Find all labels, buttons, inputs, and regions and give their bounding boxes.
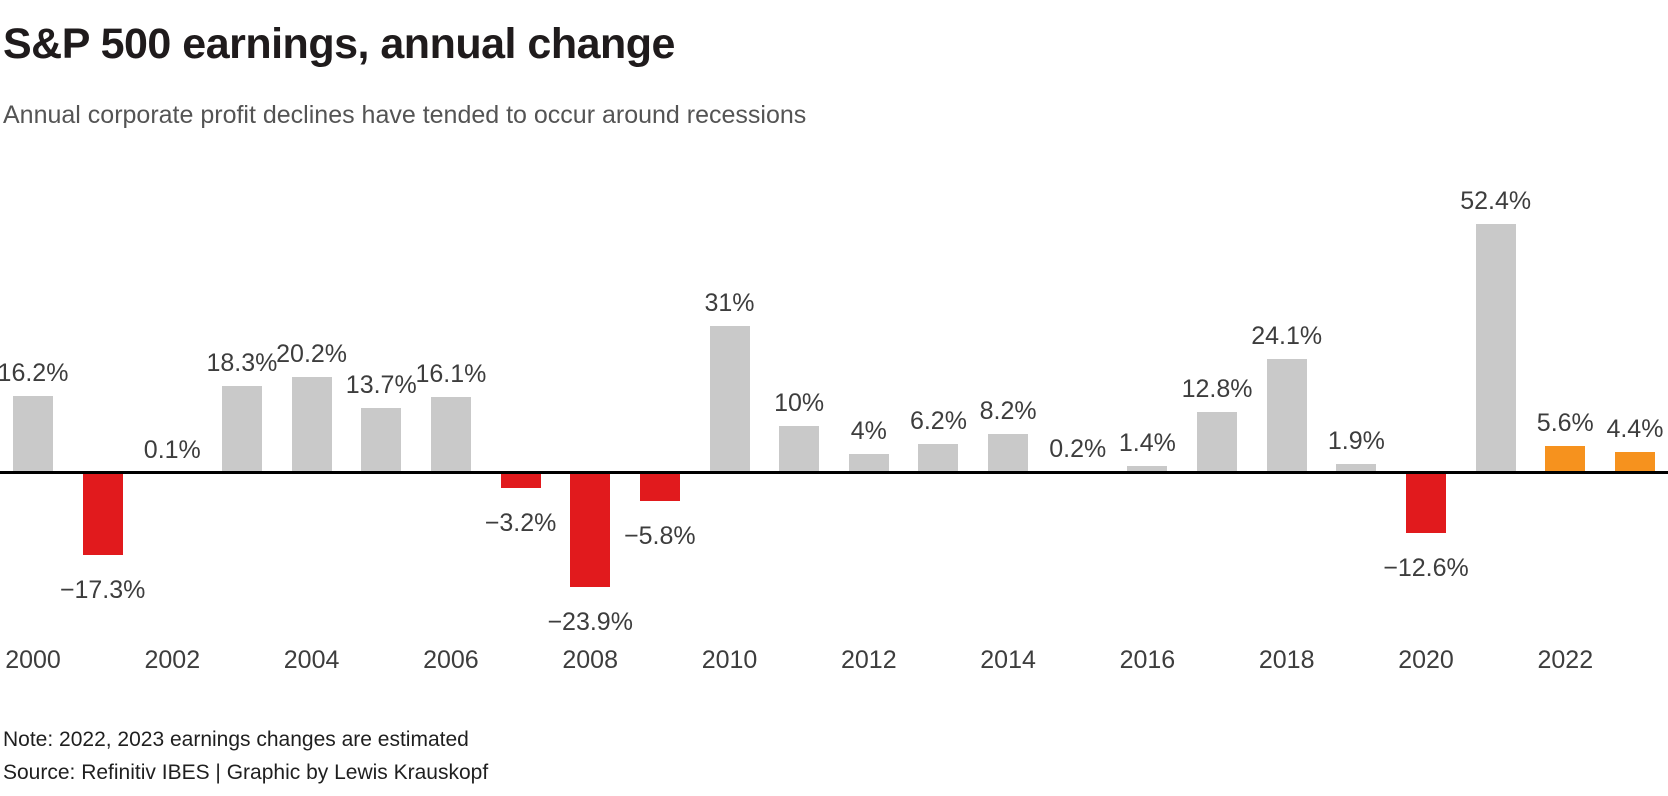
bar-2012 [848,454,889,473]
bar-2013 [918,443,959,473]
value-label-2008: −23.9% [547,607,633,636]
value-label-2012: 4% [850,417,887,445]
bar-2009 [639,473,680,501]
value-label-2006: 16.1% [415,359,487,388]
value-label-2013: 6.2% [909,406,967,435]
x-tick-2006: 2006 [423,646,479,674]
x-tick-2010: 2010 [701,646,758,674]
bar-2006 [430,396,471,473]
x-tick-2020: 2020 [1398,646,1454,674]
value-label-2022: 5.6% [1536,409,1594,438]
bar-2008 [570,473,611,587]
bar-2019 [1336,463,1377,473]
x-tick-2018: 2018 [1258,646,1315,674]
value-label-2009: −5.8% [624,521,696,550]
value-label-2001: −17.3% [59,576,146,605]
bar-2020 [1406,473,1446,533]
value-label-2015: 0.2% [1049,435,1107,464]
x-tick-2016: 2016 [1119,646,1176,674]
bar-2022 [1545,446,1586,473]
bar-2016 [1127,466,1168,473]
value-label-2010: 31% [704,288,755,317]
zero-axis-line [0,471,1668,474]
value-label-2019: 1.9% [1327,426,1385,455]
value-label-2005: 13.7% [345,370,417,399]
bar-2017 [1197,412,1238,473]
bar-2000 [13,396,53,473]
bar-2007 [500,473,541,489]
x-tick-2002: 2002 [144,646,201,674]
bar-2023 [1614,452,1655,473]
bar-2003 [221,386,262,473]
bar-2005 [361,407,402,473]
value-label-2021: 52.4% [1460,187,1532,216]
value-label-2002: 0.1% [143,435,201,464]
value-label-2014: 8.2% [979,397,1037,426]
bar-2004 [291,377,332,473]
value-label-2011: 10% [774,388,825,417]
bar-2021 [1475,224,1516,473]
x-tick-2000: 2000 [5,646,61,674]
x-tick-2008: 2008 [562,646,618,674]
note-text: Note: 2022, 2023 earnings changes are es… [3,728,469,751]
value-label-2018: 24.1% [1251,321,1323,350]
value-label-2000: 16.2% [0,359,69,388]
bar-2001 [82,473,123,556]
x-tick-2012: 2012 [840,646,897,674]
x-tick-2022: 2022 [1537,646,1594,674]
bar-2010 [709,325,750,473]
source-text: Source: Refinitiv IBES | Graphic by Lewi… [3,761,489,784]
x-tick-2014: 2014 [980,646,1036,674]
value-label-2007: −3.2% [484,509,557,538]
value-label-2020: −12.6% [1383,553,1469,582]
x-tick-2004: 2004 [283,646,340,674]
bar-2014 [988,434,1029,473]
value-label-2004: 20.2% [276,340,348,369]
bar-2018 [1266,358,1307,473]
value-label-2023: 4.4% [1606,415,1664,444]
value-label-2016: 1.4% [1118,429,1176,458]
page-title: S&P 500 earnings, annual change [3,20,675,68]
bar-2011 [779,425,820,473]
value-label-2003: 18.3% [206,349,278,378]
chart-subtitle: Annual corporate profit declines have te… [3,101,807,129]
value-label-2017: 12.8% [1181,375,1253,404]
